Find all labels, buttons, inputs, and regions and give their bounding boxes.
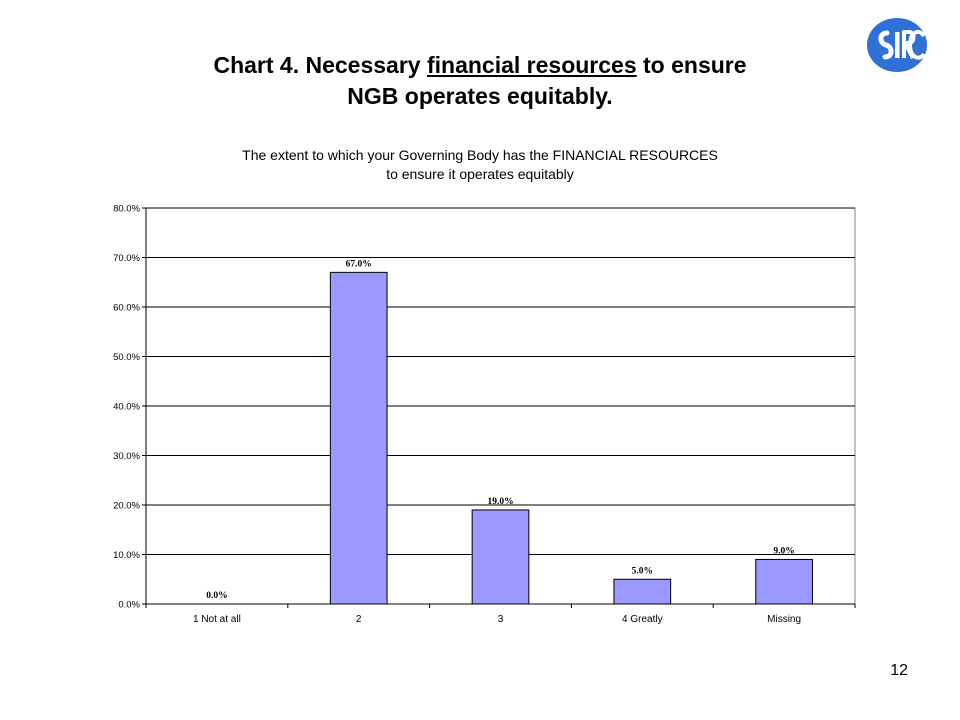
y-tick-label: 20.0%: [113, 501, 140, 512]
labels: 0.0%10.0%20.0%30.0%40.0%50.0%60.0%70.0%8…: [113, 204, 801, 626]
y-tick-label: 70.0%: [113, 253, 140, 264]
slide-title-line2: NGB operates equitably.: [347, 83, 613, 109]
bar: [613, 578, 672, 605]
axes: [142, 207, 856, 608]
slide-title-text-end: to ensure: [636, 52, 747, 78]
data-label: 0.0%: [206, 591, 227, 601]
chart-title: The extent to which your Governing Body …: [160, 146, 800, 184]
x-tick-label: 3: [498, 614, 504, 625]
data-label: 67.0%: [346, 259, 372, 269]
y-tick-label: 50.0%: [113, 352, 140, 363]
data-label: 5.0%: [632, 566, 653, 576]
slide-title: Chart 4. Necessary financial resources t…: [120, 50, 840, 112]
y-tick-label: 30.0%: [113, 451, 140, 462]
y-tick-label: 10.0%: [113, 550, 140, 561]
x-tick-label: 2: [356, 614, 362, 625]
bar: [471, 509, 530, 605]
slide-title-text: Chart 4. Necessary: [213, 52, 427, 78]
chart-title-line2: to ensure it operates equitably: [386, 166, 574, 182]
bars: [329, 271, 813, 605]
chart-title-line1: The extent to which your Governing Body …: [242, 147, 718, 163]
y-tick-label: 60.0%: [113, 303, 140, 314]
y-tick-label: 80.0%: [113, 204, 140, 215]
bar: [755, 558, 813, 605]
data-label: 19.0%: [487, 497, 513, 507]
y-tick-label: 40.0%: [113, 402, 140, 413]
bar: [329, 271, 388, 605]
gridlines: [146, 207, 855, 555]
x-tick-label: 4 Greatly: [622, 614, 663, 625]
page-number: 12: [890, 662, 908, 679]
y-tick-label: 0.0%: [118, 600, 140, 611]
sirc-logo-icon: [867, 18, 927, 72]
slide-title-underlined: financial resources: [426, 52, 637, 78]
x-tick-label: 1 Not at all: [193, 614, 241, 625]
data-label: 9.0%: [773, 546, 794, 556]
x-tick-label: Missing: [767, 614, 801, 625]
